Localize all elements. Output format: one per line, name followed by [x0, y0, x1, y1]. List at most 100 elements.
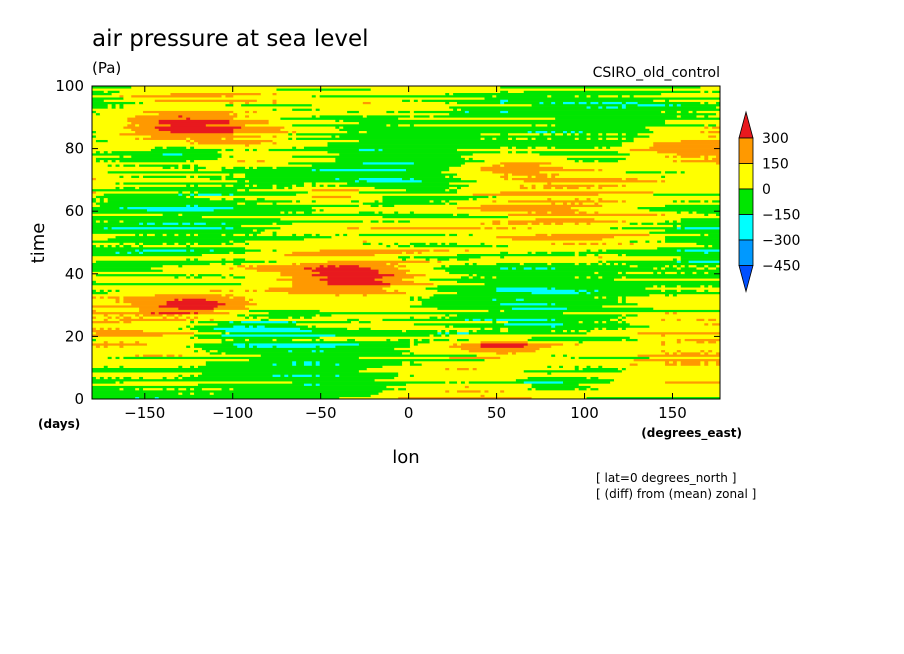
- heatmap-cell: [700, 200, 705, 203]
- heatmap-cell: [398, 387, 407, 391]
- heatmap-cell: [688, 211, 693, 214]
- heatmap-cell: [296, 360, 305, 364]
- heatmap-cell: [531, 226, 611, 230]
- heatmap-cell: [319, 94, 493, 98]
- heatmap-cell: [413, 255, 481, 259]
- heatmap-cell: [570, 329, 576, 333]
- heatmap-cell: [602, 327, 607, 330]
- heatmap-cell: [712, 157, 721, 161]
- heatmap-cell: [472, 273, 478, 277]
- heatmap-cell: [457, 213, 470, 216]
- heatmap-cell: [229, 267, 234, 270]
- heatmap-cell: [394, 211, 399, 214]
- heatmap-cell: [555, 325, 650, 328]
- heatmap-cell: [406, 329, 438, 333]
- heatmap-cell: [154, 233, 164, 237]
- heatmap-cell: [315, 94, 321, 98]
- heatmap-cell: [119, 340, 124, 344]
- heatmap-cell: [555, 132, 564, 136]
- heatmap-cell: [708, 101, 717, 105]
- heatmap-cell: [280, 211, 285, 214]
- heatmap-cell: [606, 320, 619, 324]
- heatmap-cell: [292, 186, 375, 190]
- heatmap-cell: [457, 314, 623, 317]
- heatmap-cell: [519, 186, 529, 190]
- heatmap-cell: [256, 345, 273, 348]
- heatmap-cell: [190, 336, 195, 339]
- heatmap-cell: [425, 258, 430, 261]
- heatmap-cell: [347, 338, 356, 342]
- heatmap-cell: [704, 271, 709, 275]
- heatmap-cell: [472, 276, 481, 279]
- heatmap-cell: [578, 101, 587, 105]
- heatmap-cell: [221, 166, 226, 170]
- heatmap-cell: [190, 327, 215, 330]
- heatmap-cell: [92, 92, 113, 96]
- heatmap-cell: [413, 276, 462, 279]
- heatmap-cell: [115, 381, 120, 384]
- heatmap-cell: [574, 132, 580, 136]
- heatmap-cell: [504, 390, 721, 393]
- heatmap-cell: [704, 200, 709, 203]
- heatmap-cell: [233, 233, 246, 237]
- heatmap-cell: [197, 193, 222, 196]
- heatmap-cell: [162, 146, 167, 149]
- heatmap-cell: [194, 164, 199, 167]
- heatmap-cell: [252, 316, 258, 319]
- heatmap-cell: [555, 354, 564, 357]
- heatmap-cell: [708, 213, 717, 216]
- heatmap-cell: [551, 302, 556, 306]
- heatmap-cell: [95, 139, 109, 143]
- heatmap-cell: [92, 119, 128, 123]
- heatmap-cell: [409, 99, 415, 102]
- heatmap-cell: [398, 338, 411, 342]
- heatmap-cell: [370, 327, 481, 330]
- heatmap-cell: [115, 235, 332, 239]
- heatmap-cell: [178, 316, 187, 319]
- heatmap-cell: [708, 126, 713, 129]
- heatmap-cell: [445, 188, 450, 192]
- heatmap-cell: [119, 296, 124, 299]
- heatmap-cell: [590, 385, 721, 389]
- heatmap-cell: [119, 242, 124, 246]
- heatmap-cell: [547, 372, 552, 375]
- heatmap-cell: [496, 276, 576, 279]
- heatmap-cell: [665, 271, 678, 275]
- heatmap-cell: [252, 148, 258, 152]
- heatmap-cell: [578, 329, 587, 333]
- heatmap-cell: [284, 126, 336, 129]
- heatmap-cell: [449, 186, 458, 190]
- heatmap-cell: [335, 159, 485, 163]
- heatmap-cell: [535, 233, 548, 237]
- heatmap-cell: [127, 206, 234, 210]
- heatmap-cell: [111, 316, 116, 319]
- heatmap-cell: [272, 202, 277, 205]
- heatmap-cell: [398, 255, 411, 259]
- y-tick-label: 100: [55, 77, 84, 95]
- heatmap-cell: [386, 338, 391, 342]
- heatmap-cell: [107, 316, 113, 319]
- heatmap-cell: [103, 345, 109, 348]
- heatmap-cell: [123, 381, 293, 384]
- heatmap-cell: [716, 112, 721, 116]
- heatmap-cell: [256, 325, 266, 328]
- heatmap-cell: [178, 365, 183, 368]
- heatmap-cell: [586, 186, 591, 190]
- heatmap-cell: [276, 231, 650, 234]
- heatmap-cell: [190, 204, 195, 208]
- heatmap-cell: [170, 92, 262, 96]
- heatmap-cell: [621, 367, 627, 371]
- heatmap-cell: [201, 387, 222, 391]
- y-tick-label: 60: [65, 202, 84, 220]
- heatmap-cell: [225, 338, 234, 342]
- heatmap-cell: [217, 322, 297, 326]
- heatmap-cell: [249, 179, 356, 183]
- heatmap-cell: [555, 146, 595, 149]
- heatmap-cell: [708, 233, 721, 237]
- heatmap-cell: [551, 197, 576, 201]
- heatmap-cell: [617, 150, 658, 154]
- heatmap-cell: [245, 144, 250, 147]
- heatmap-cell: [276, 345, 317, 348]
- heatmap-cell: [500, 162, 552, 165]
- heatmap-cell: [358, 121, 666, 125]
